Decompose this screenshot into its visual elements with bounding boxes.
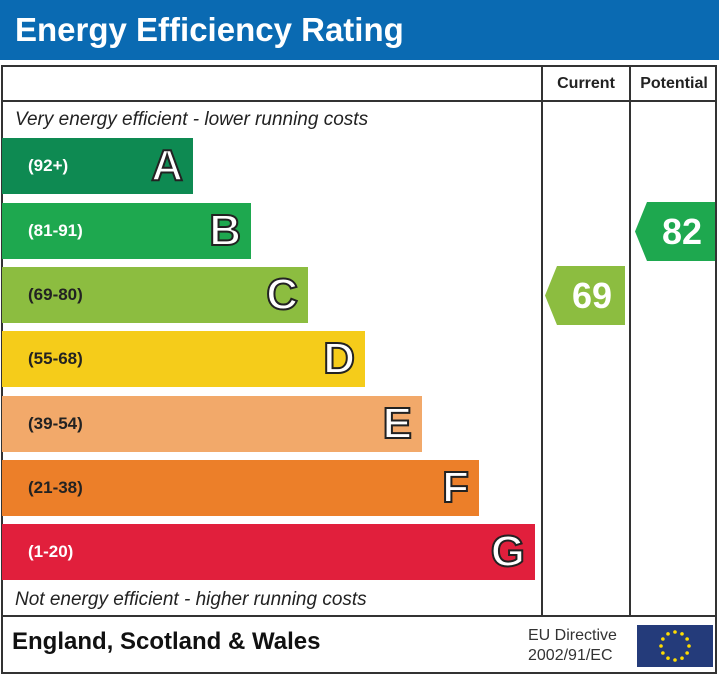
top-note: Very energy efficient - lower running co… [15, 109, 369, 130]
column-divider [629, 65, 631, 617]
band-g: (1-20) G [2, 524, 535, 580]
potential-column-header: Potential [640, 75, 708, 92]
header-divider [1, 100, 717, 102]
band-range: (92+) [28, 156, 69, 175]
potential-rating-arrow: 82 [635, 201, 715, 261]
band-e: (39-54) E [2, 396, 422, 452]
band-letter: C [265, 269, 299, 320]
potential-rating-value: 82 [661, 210, 703, 252]
band-c: (69-80) C [2, 267, 308, 323]
eu-flag-icon [637, 625, 713, 667]
star [687, 644, 691, 648]
column-divider [541, 65, 543, 617]
current-column-header: Current [557, 75, 615, 92]
band-b: (81-91) B [2, 203, 251, 259]
current-rating-value: 69 [571, 274, 613, 316]
band-d: (55-68) D [2, 331, 365, 387]
band-letter: B [208, 205, 242, 256]
band-a: (92+) A [2, 138, 193, 194]
band-letter: D [322, 333, 356, 384]
star [661, 637, 665, 641]
star [673, 630, 677, 634]
band-letter: A [150, 140, 184, 191]
star [685, 651, 689, 655]
band-range: (1-20) [28, 542, 74, 561]
band-letter: F [441, 462, 470, 513]
star [680, 656, 684, 660]
directive-line2: 2002/91/EC [528, 647, 613, 664]
star [666, 656, 670, 660]
band-range: (39-54) [28, 414, 83, 433]
star [680, 632, 684, 636]
star [661, 651, 665, 655]
band-range: (81-91) [28, 221, 83, 240]
band-letter: E [382, 398, 413, 449]
eu-directive: EU Directive 2002/91/EC [528, 626, 617, 666]
band-range: (21-38) [28, 478, 83, 497]
band-f: (21-38) F [2, 460, 479, 516]
directive-line1: EU Directive [528, 627, 617, 644]
footer [1, 615, 717, 674]
band-range: (55-68) [28, 349, 83, 368]
current-rating-arrow: 69 [545, 265, 625, 325]
band-range: (69-80) [28, 285, 83, 304]
region-label: England, Scotland & Wales [12, 628, 321, 655]
star [673, 658, 677, 662]
star [659, 644, 663, 648]
star [685, 637, 689, 641]
page-title: Energy Efficiency Rating [0, 0, 719, 60]
bottom-note: Not energy efficient - higher running co… [15, 589, 367, 610]
band-letter: G [490, 526, 526, 577]
star [666, 632, 670, 636]
